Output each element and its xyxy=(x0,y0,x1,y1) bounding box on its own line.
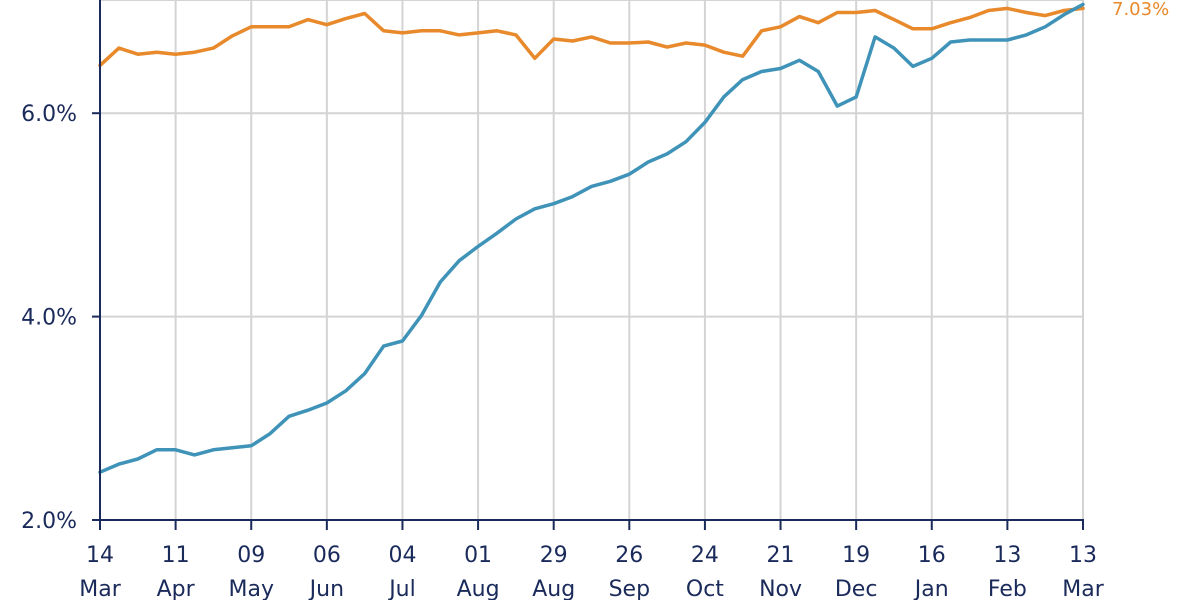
gridlines xyxy=(99,0,1084,521)
y-tick-label: 2.0% xyxy=(21,509,77,534)
x-tick-label-month: Mar xyxy=(1062,577,1104,600)
x-tick-label-month: Dec xyxy=(835,577,878,600)
x-tick-label-month: Apr xyxy=(157,577,196,600)
x-tick-label-month: Aug xyxy=(532,577,575,600)
x-tick-label-day: 16 xyxy=(918,543,946,568)
x-tick-label-day: 13 xyxy=(1069,543,1097,568)
series-line-orange xyxy=(98,6,1085,68)
axes xyxy=(92,0,1084,530)
x-tick-label-month: Sep xyxy=(609,577,650,600)
x-tick-label-month: Nov xyxy=(759,577,802,600)
x-tick-label-day: 04 xyxy=(388,543,416,568)
x-tick-label-month: Oct xyxy=(686,577,724,600)
x-tick-label-month: Mar xyxy=(79,577,121,600)
x-tick-label-day: 24 xyxy=(691,543,719,568)
x-tick-label-day: 01 xyxy=(464,543,492,568)
end-value-label: 7.03% xyxy=(1112,0,1169,20)
tick-labels: 2.0% 4.0% 6.0% 14 Mar 11 Apr 09 May 06 Jun 04 Jul 01 A… xyxy=(21,102,1105,600)
x-tick-label-day: 21 xyxy=(767,543,795,568)
x-tick-label-month: Aug xyxy=(457,577,500,600)
x-tick-label-month: May xyxy=(228,577,273,600)
x-tick-label-month: Feb xyxy=(988,577,1027,600)
series-line-blue xyxy=(98,2,1085,474)
x-tick-label-day: 11 xyxy=(162,543,190,568)
x-tick-label-month: Jul xyxy=(387,577,416,600)
x-tick-label-day: 19 xyxy=(842,543,870,568)
x-tick-label-month: Jan xyxy=(913,577,949,600)
x-tick-label-day: 13 xyxy=(993,543,1021,568)
x-tick-label-day: 14 xyxy=(86,543,114,568)
x-tick-label-day: 09 xyxy=(237,543,265,568)
y-tick-label: 4.0% xyxy=(21,306,77,331)
x-tick-label-month: Jun xyxy=(308,577,344,600)
x-tick-label-day: 06 xyxy=(313,543,341,568)
x-tick-label-day: 26 xyxy=(615,543,643,568)
x-tick-label-day: 29 xyxy=(540,543,568,568)
y-tick-label: 6.0% xyxy=(21,102,77,127)
series-lines xyxy=(98,2,1085,474)
